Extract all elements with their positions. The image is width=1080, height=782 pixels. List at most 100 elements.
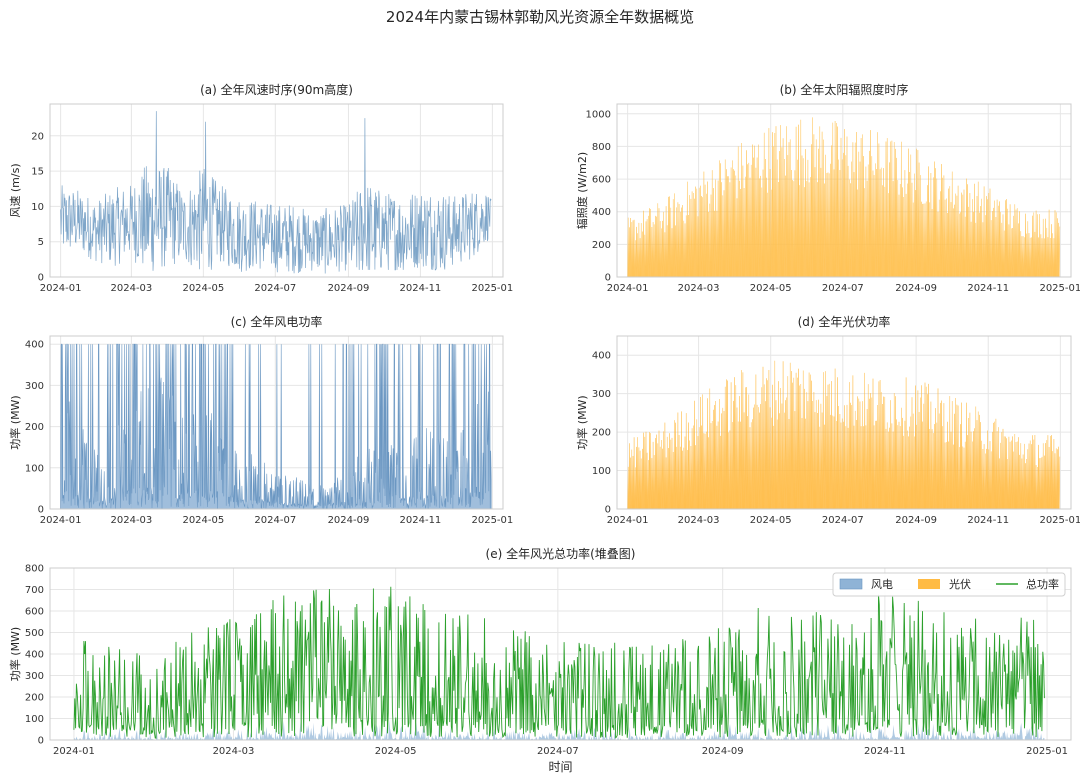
x-tick-label: 2025-01 <box>471 515 513 526</box>
total-power-series <box>73 586 1045 739</box>
x-tick-label: 2024-07 <box>822 515 864 526</box>
x-tick-label: 2024-11 <box>967 283 1009 294</box>
x-tick-label: 2024-11 <box>864 746 906 757</box>
x-tick-label: 2025-01 <box>471 283 513 294</box>
legend-label-total: 总功率 <box>1026 577 1059 591</box>
x-tick-label: 2024-09 <box>895 515 937 526</box>
y-tick-label: 20 <box>31 131 44 142</box>
x-tick-label: 2024-05 <box>182 515 224 526</box>
x-tick-label: 2024-03 <box>678 515 720 526</box>
x-tick-label: 2024-11 <box>400 283 442 294</box>
y-tick-label: 600 <box>592 175 611 186</box>
solar-irradiance-series <box>627 117 1061 278</box>
wind-speed-series <box>60 111 492 274</box>
x-tick-label: 2025-01 <box>1026 746 1068 757</box>
y-tick-label: 0 <box>38 736 44 747</box>
figure-title: 2024年内蒙古锡林郭勒风光资源全年数据概览 <box>386 8 694 26</box>
legend: 风电 光伏 总功率 <box>832 572 1066 597</box>
x-tick-label: 2024-09 <box>328 515 370 526</box>
x-tick-label: 2024-03 <box>678 283 720 294</box>
y-tick-label: 400 <box>25 340 44 351</box>
x-tick-label: 2024-03 <box>111 283 153 294</box>
chart-c: 0 100 200 300 400 2024-01 2024-03 2024-05 2024-0… <box>8 314 513 526</box>
x-tick-label: 2024-07 <box>254 283 296 294</box>
solar-power-series <box>627 360 1061 510</box>
x-tick-label: 2024-07 <box>537 746 579 757</box>
y-axis-label: 风速 (m/s) <box>9 163 22 217</box>
chart-b: 0 200 400 600 800 1000 2024-01 2024-03 2024-05 20… <box>575 82 1080 294</box>
y-tick-label: 1000 <box>586 109 611 120</box>
legend-swatch-wind <box>839 578 863 590</box>
chart-title: (c) 全年风电功率 <box>231 314 323 329</box>
plot-frame <box>49 335 504 510</box>
x-tick-label: 2024-07 <box>822 283 864 294</box>
y-tick-label: 500 <box>25 628 44 639</box>
x-tick-label: 2025-01 <box>1039 515 1080 526</box>
x-axis-label: 时间 <box>548 760 572 774</box>
plot-frame <box>616 335 1072 510</box>
x-tick-label: 2024-11 <box>400 515 442 526</box>
x-tick-label: 2024-09 <box>328 283 370 294</box>
y-tick-label: 600 <box>25 607 44 618</box>
x-tick-label: 2024-05 <box>750 515 792 526</box>
x-tick-label: 2024-01 <box>607 515 649 526</box>
y-axis-label: 功率 (MW) <box>8 395 22 449</box>
x-tick-label: 2024-01 <box>40 283 82 294</box>
y-tick-label: 200 <box>25 422 44 433</box>
y-axis-label: 功率 (MW) <box>8 627 22 681</box>
x-tick-label: 2024-09 <box>702 746 744 757</box>
x-tick-label: 2024-03 <box>111 515 153 526</box>
legend-box <box>832 572 1066 597</box>
y-axis-label: 功率 (MW) <box>575 395 589 449</box>
plot-frame <box>49 103 504 278</box>
y-tick-label: 400 <box>592 207 611 218</box>
chart-a: 0 5 10 15 20 2024-01 2024-03 2024-05 2024-07 2024… <box>9 82 513 294</box>
x-tick-label: 2024-01 <box>53 746 95 757</box>
x-tick-label: 2024-09 <box>895 283 937 294</box>
chart-d: 0 100 200 300 400 2024-01 2024-03 2024-05 2024-0… <box>575 314 1080 526</box>
x-tick-label: 2024-05 <box>182 283 224 294</box>
chart-title: (a) 全年风速时序(90m高度) <box>200 82 353 97</box>
wind-power-series <box>60 343 492 510</box>
y-tick-label: 800 <box>592 142 611 153</box>
y-tick-label: 300 <box>592 389 611 400</box>
chart-e: 0 100 200 300 400 500 600 700 800 2024-01 2024-03 2… <box>8 546 1072 774</box>
y-tick-label: 700 <box>25 585 44 596</box>
plot-frame <box>616 103 1072 278</box>
y-axis-label: 辐照度 (W/m2) <box>575 152 589 229</box>
y-tick-label: 15 <box>31 167 44 178</box>
y-tick-label: 5 <box>38 237 44 248</box>
y-tick-label: 400 <box>25 650 44 661</box>
stacked-wind-area <box>73 720 1045 740</box>
chart-title: (d) 全年光伏功率 <box>798 314 891 329</box>
y-tick-label: 200 <box>592 240 611 251</box>
y-tick-label: 0 <box>38 273 44 284</box>
legend-label-solar: 光伏 <box>949 577 971 591</box>
y-tick-label: 0 <box>605 273 611 284</box>
y-tick-label: 100 <box>25 463 44 474</box>
legend-swatch-solar <box>918 579 940 589</box>
plot-frame <box>49 567 1072 741</box>
x-tick-label: 2025-01 <box>1039 283 1080 294</box>
chart-title: (b) 全年太阳辐照度时序 <box>780 82 909 97</box>
x-tick-label: 2024-01 <box>607 283 649 294</box>
y-tick-label: 0 <box>605 505 611 516</box>
y-tick-label: 300 <box>25 381 44 392</box>
y-tick-label: 200 <box>25 693 44 704</box>
charts: 0 5 10 15 20 2024-01 2024-03 2024-05 2024-07 2024… <box>8 82 1080 774</box>
legend-label-wind: 风电 <box>871 578 893 591</box>
y-tick-label: 400 <box>592 351 611 362</box>
y-tick-label: 0 <box>38 505 44 516</box>
y-tick-label: 200 <box>592 428 611 439</box>
x-tick-label: 2024-07 <box>254 515 296 526</box>
x-tick-label: 2024-05 <box>750 283 792 294</box>
x-tick-label: 2024-05 <box>375 746 417 757</box>
y-tick-label: 100 <box>592 466 611 477</box>
x-tick-label: 2024-03 <box>213 746 255 757</box>
y-tick-label: 100 <box>25 714 44 725</box>
y-tick-label: 800 <box>25 564 44 575</box>
x-tick-label: 2024-01 <box>40 515 82 526</box>
x-tick-label: 2024-11 <box>967 515 1009 526</box>
chart-title: (e) 全年风光总功率(堆叠图) <box>486 546 636 561</box>
